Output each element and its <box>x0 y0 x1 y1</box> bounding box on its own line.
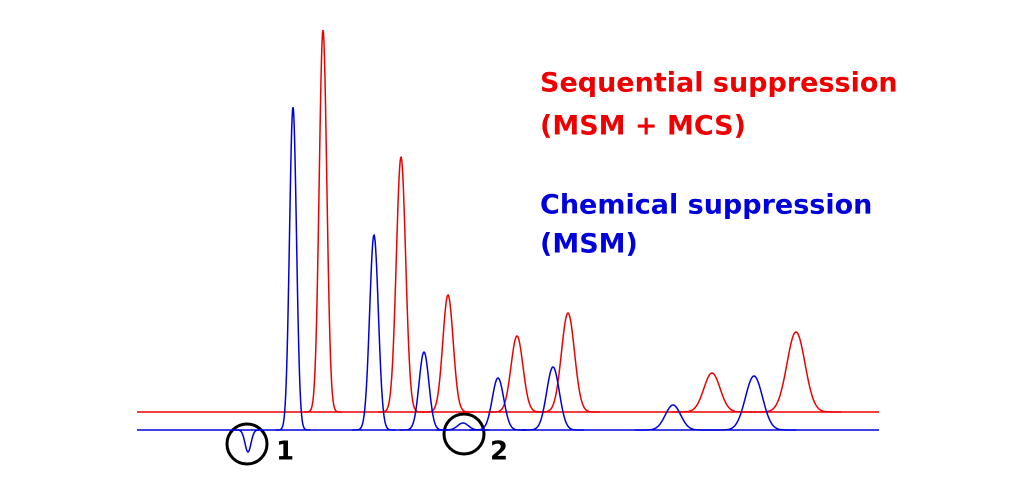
legend-label: Sequential suppression <box>540 68 898 99</box>
legend-label: Chemical suppression <box>540 190 872 221</box>
peak <box>634 404 712 431</box>
marker-circle <box>225 422 269 466</box>
peak <box>750 331 841 413</box>
peak <box>711 375 797 431</box>
peak <box>487 335 547 413</box>
peak <box>535 312 601 413</box>
peak <box>422 294 474 413</box>
peak <box>377 155 425 413</box>
peak <box>521 366 585 431</box>
peak <box>275 107 311 431</box>
legend-label: (MSM) <box>540 229 638 260</box>
peak <box>303 29 342 413</box>
legend-label: (MSM + MCS) <box>540 111 746 142</box>
peak <box>352 233 396 431</box>
peak <box>233 429 263 453</box>
marker-circle <box>442 412 486 456</box>
annotation: 1 <box>276 437 294 467</box>
peak <box>469 377 527 431</box>
peak <box>671 372 753 413</box>
annotation: 2 <box>490 437 508 467</box>
